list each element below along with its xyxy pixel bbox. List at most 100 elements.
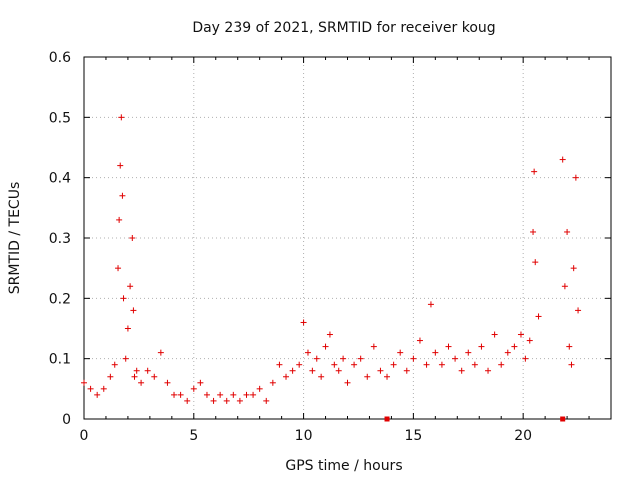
data-point [263, 397, 270, 404]
data-point [269, 379, 276, 386]
data-point [517, 331, 524, 338]
x-tick-label: 10 [295, 428, 313, 444]
data-point [377, 367, 384, 374]
data-point [331, 361, 338, 368]
data-point [210, 397, 217, 404]
y-tick-label: 0.6 [49, 50, 71, 66]
data-point [117, 162, 124, 169]
zero-point-marker [560, 416, 566, 422]
data-point [445, 343, 452, 350]
data-point [498, 361, 505, 368]
data-point [570, 265, 577, 272]
data-point [564, 228, 571, 235]
data-point [568, 361, 575, 368]
data-point [432, 349, 439, 356]
data-point [390, 361, 397, 368]
x-tick-label: 15 [404, 428, 422, 444]
data-point [322, 343, 329, 350]
data-point [423, 361, 430, 368]
data-points [81, 114, 582, 422]
data-point [566, 343, 573, 350]
data-point [256, 385, 263, 392]
data-point [107, 373, 114, 380]
x-tick-labels: 0 5 10 15 20 [80, 428, 533, 444]
zero-point-marker [384, 416, 390, 422]
data-point [151, 373, 158, 380]
data-point [427, 301, 434, 308]
data-point [87, 385, 94, 392]
data-point [397, 349, 404, 356]
data-point [119, 192, 126, 199]
data-point [122, 355, 129, 362]
data-point [403, 367, 410, 374]
data-point [144, 367, 151, 374]
data-point [491, 331, 498, 338]
data-point [335, 367, 342, 374]
axis-ticks [83, 56, 611, 420]
y-tick-label: 0 [62, 412, 71, 428]
data-point [471, 361, 478, 368]
data-point [190, 385, 197, 392]
y-tick-label: 0.5 [49, 110, 71, 126]
data-point [340, 355, 347, 362]
data-point [458, 367, 465, 374]
data-point [283, 373, 290, 380]
data-point [559, 156, 566, 163]
data-point [572, 174, 579, 181]
data-point [561, 283, 568, 290]
data-point [276, 361, 283, 368]
y-tick-label: 0.4 [49, 171, 71, 187]
data-point [532, 259, 539, 266]
data-point [313, 355, 320, 362]
data-point [138, 379, 145, 386]
data-point [236, 397, 243, 404]
data-point [81, 379, 87, 386]
chart-title: Day 239 of 2021, SRMTID for receiver kou… [192, 20, 495, 36]
data-point [504, 349, 511, 356]
data-point [511, 343, 518, 350]
data-point [384, 373, 391, 380]
y-tick-label: 0.3 [49, 231, 71, 247]
y-tick-labels: 0 0.1 0.2 0.3 0.4 0.5 0.6 [49, 50, 71, 428]
data-point [130, 307, 137, 314]
y-tick-label: 0.1 [49, 352, 71, 368]
data-point [177, 391, 184, 398]
data-point [100, 385, 107, 392]
data-point [530, 228, 537, 235]
data-point [111, 361, 118, 368]
data-point [452, 355, 459, 362]
data-point [94, 391, 101, 398]
data-point [296, 361, 303, 368]
data-point [522, 355, 529, 362]
data-point [250, 391, 257, 398]
data-point [131, 373, 138, 380]
data-point [300, 319, 307, 326]
data-point [230, 391, 237, 398]
data-point [575, 307, 582, 314]
y-tick-label: 0.2 [49, 291, 71, 307]
data-point [197, 379, 204, 386]
data-point [351, 361, 358, 368]
data-point [243, 391, 250, 398]
data-point [304, 349, 311, 356]
data-point [465, 349, 472, 356]
data-point [485, 367, 492, 374]
data-point [124, 325, 131, 332]
plot-area-border [83, 56, 612, 420]
data-point [120, 295, 127, 302]
data-point [289, 367, 296, 374]
data-point [410, 355, 417, 362]
x-tick-label: 5 [189, 428, 198, 444]
x-axis-title: GPS time / hours [285, 458, 402, 474]
data-point [535, 313, 542, 320]
data-point [478, 343, 485, 350]
data-point [115, 265, 122, 272]
x-tick-label: 20 [514, 428, 532, 444]
data-point [118, 114, 125, 121]
data-point [318, 373, 325, 380]
data-point [370, 343, 377, 350]
data-point [184, 397, 191, 404]
data-point [127, 283, 134, 290]
y-axis-title: SRMTID / TECUs [7, 182, 23, 295]
